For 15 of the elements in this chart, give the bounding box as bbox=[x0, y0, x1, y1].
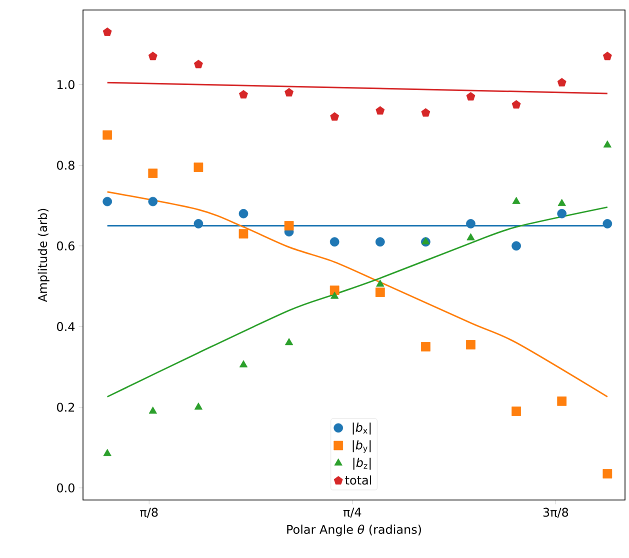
x-tick-label: π/4 bbox=[343, 508, 362, 518]
legend-label: total bbox=[345, 475, 372, 485]
legend-label: |b$_{x}$| bbox=[352, 422, 371, 435]
y-tick-label: 0.6 bbox=[57, 241, 74, 250]
x-axis-title: Polar Angle θ (radians) bbox=[287, 524, 421, 536]
y-tick-label: 1.0 bbox=[58, 80, 74, 90]
x-tick-label: π/8 bbox=[140, 508, 158, 518]
y-tick-label: 0.8 bbox=[57, 160, 74, 170]
y-axis-title: Amplitude (arb) bbox=[38, 208, 50, 302]
legend-label: |b$_{y}$| bbox=[352, 440, 371, 453]
y-tick-label: 0.2 bbox=[57, 402, 74, 412]
x-tick-label: 3π/8 bbox=[543, 508, 568, 518]
legend-label: |b$_{z}$| bbox=[353, 458, 371, 470]
y-tick-label: 0.4 bbox=[57, 322, 75, 332]
y-tick-label: 0.0 bbox=[57, 483, 74, 492]
